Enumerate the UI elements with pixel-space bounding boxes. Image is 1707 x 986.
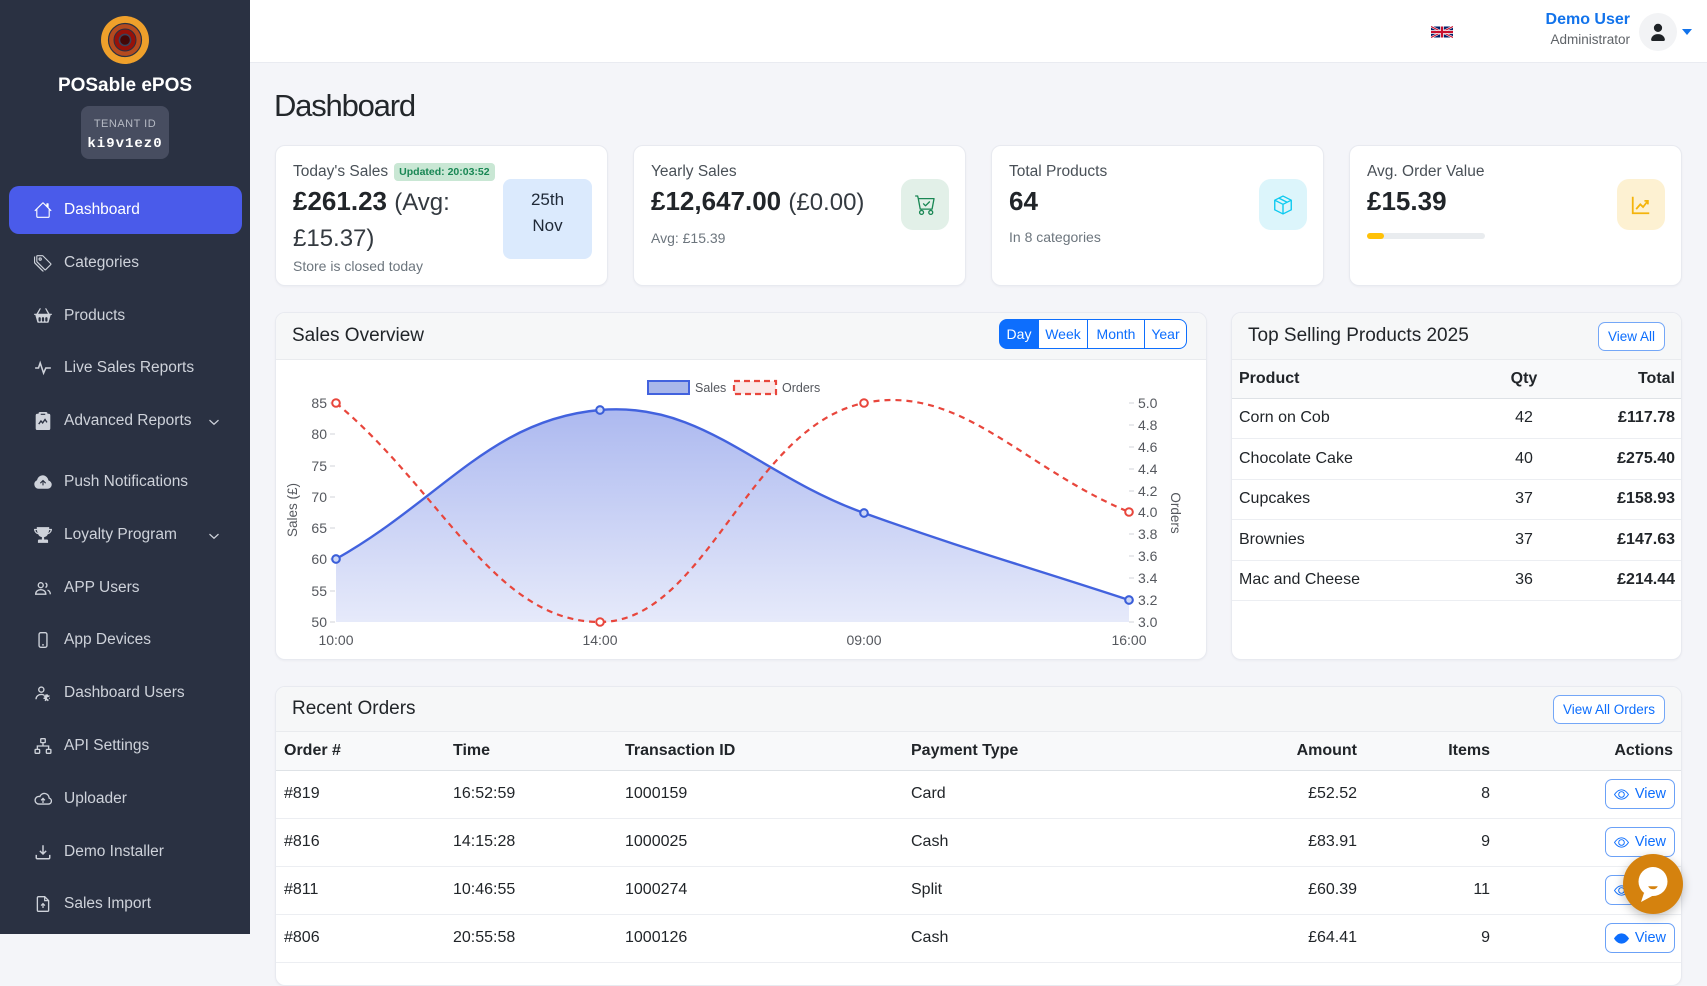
svg-text:80: 80 <box>311 426 327 442</box>
svg-text:3.4: 3.4 <box>1138 570 1158 586</box>
svg-text:16:00: 16:00 <box>1111 632 1146 648</box>
svg-text:75: 75 <box>311 458 327 474</box>
svg-text:09:00: 09:00 <box>846 632 881 648</box>
svg-text:85: 85 <box>311 395 327 411</box>
svg-text:65: 65 <box>311 520 327 536</box>
svg-text:3.0: 3.0 <box>1138 614 1158 630</box>
svg-text:Sales: Sales <box>695 381 726 395</box>
svg-text:4.4: 4.4 <box>1138 461 1158 477</box>
svg-text:4.8: 4.8 <box>1138 417 1158 433</box>
svg-text:3.2: 3.2 <box>1138 592 1158 608</box>
svg-text:10:00: 10:00 <box>318 632 353 648</box>
svg-text:50: 50 <box>311 614 327 630</box>
svg-text:14:00: 14:00 <box>582 632 617 648</box>
svg-text:60: 60 <box>311 551 327 567</box>
svg-text:3.6: 3.6 <box>1138 548 1158 564</box>
svg-text:3.8: 3.8 <box>1138 526 1158 542</box>
svg-text:70: 70 <box>311 489 327 505</box>
svg-text:Orders: Orders <box>782 381 820 395</box>
svg-text:4.0: 4.0 <box>1138 504 1158 520</box>
svg-text:4.2: 4.2 <box>1138 483 1158 499</box>
svg-text:5.0: 5.0 <box>1138 395 1158 411</box>
svg-text:55: 55 <box>311 583 327 599</box>
svg-text:Sales (£): Sales (£) <box>285 483 300 537</box>
svg-text:Orders: Orders <box>1168 492 1183 534</box>
svg-text:4.6: 4.6 <box>1138 439 1158 455</box>
